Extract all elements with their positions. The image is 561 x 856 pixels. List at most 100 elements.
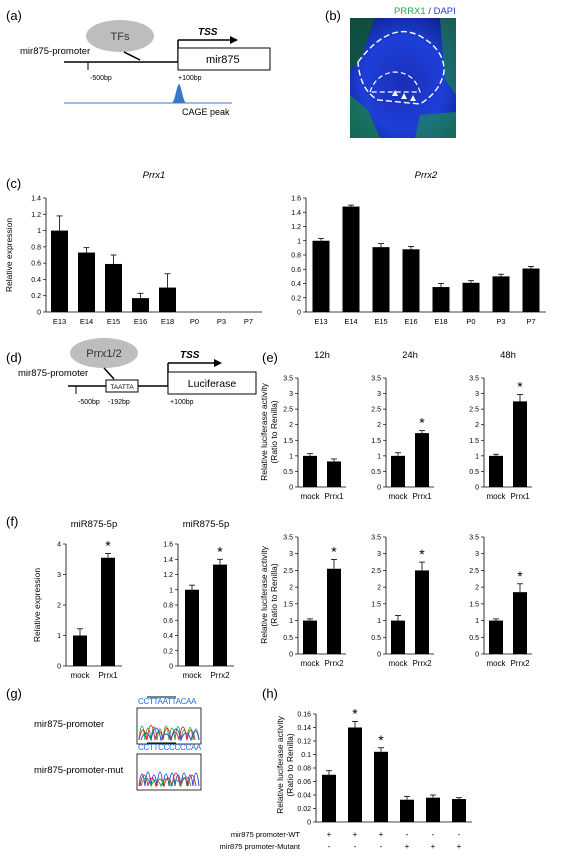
h-sign: +	[431, 842, 436, 851]
g-trace1-blue	[140, 727, 200, 742]
y-tick-label: 1.5	[283, 601, 293, 608]
y-axis-label: Relative luciferase activity(Ratio to Re…	[275, 715, 295, 814]
bar	[415, 570, 429, 654]
y-tick-label: 0.5	[371, 635, 381, 642]
y-tick-label: 0.5	[469, 635, 479, 642]
d-tf-label: Prrx1/2	[86, 348, 121, 360]
x-tick-label: Prrx1	[98, 671, 118, 680]
y-tick-label: 0.6	[163, 618, 173, 625]
y-tick-label: 0	[169, 664, 173, 671]
x-tick-label: Prrx2	[210, 671, 230, 680]
y-tick-label: 0.2	[291, 295, 301, 302]
y-tick-label: 3.5	[283, 535, 293, 542]
panel-f-letter: (f)	[6, 514, 18, 529]
chart-f-2: 0 0.2 0.4 0.6 0.8 1 1.2 1.4 1.6 mock Prrx2 * miR875-…	[163, 519, 234, 680]
tf-label: TFs	[111, 31, 130, 43]
g-trace2-green	[140, 776, 192, 788]
d-promoter-label: mir875-promoter	[18, 368, 88, 379]
y-tick-label: 1.5	[469, 601, 479, 608]
y-tick-label: 0.5	[469, 469, 479, 476]
h-sign: +	[327, 830, 332, 839]
bar	[374, 751, 388, 822]
y-tick-label: 1	[289, 453, 293, 460]
h-sign: -	[432, 830, 435, 839]
bar	[78, 252, 95, 312]
x-tick-label: E13	[314, 317, 327, 326]
chart-title: miR875-5p	[183, 519, 229, 530]
y-tick-label: 0.2	[31, 293, 41, 300]
y-tick-label: 1.6	[163, 542, 173, 549]
h-sign: +	[405, 842, 410, 851]
b-green-region-4	[415, 112, 456, 138]
panel-b: (b) PRRX1 / DAPI	[325, 6, 456, 138]
panel-a: (a) TFs mir875-promoter TSS mir875 -500b…	[6, 8, 271, 117]
h-sign: -	[328, 842, 331, 851]
y-tick-label: 0	[289, 652, 293, 659]
x-tick-label: E13	[53, 317, 66, 326]
y-tick-label: 0.12	[297, 739, 311, 746]
chart-e-12h-2: 0 0.5 1 1.5 2 2.5 3 3.5 mock Prrx2 * Relative lucif…	[259, 535, 346, 668]
d-site-box	[105, 379, 139, 393]
bar	[101, 557, 115, 666]
bar	[303, 455, 317, 487]
g-trace2-blue	[138, 771, 200, 787]
d-tss-arrowhead	[214, 359, 222, 367]
bar	[415, 433, 429, 487]
bar	[513, 592, 527, 654]
g-trace1-green	[138, 725, 200, 741]
y-axis-label: Relative expression	[4, 218, 14, 292]
x-tick-label: Prrx2	[510, 659, 530, 668]
x-tick-label: E15	[107, 317, 120, 326]
g-row1-label: mir875-promoter	[34, 719, 104, 730]
chart-title: Prrx1	[143, 170, 166, 181]
y-tick-label: 3.5	[469, 376, 479, 383]
panel-c: (c)	[6, 176, 21, 191]
y-tick-label: 2	[377, 585, 381, 592]
h-sign: -	[328, 854, 331, 856]
tf-arrow	[123, 51, 141, 61]
d-tss-label: TSS	[180, 350, 200, 361]
x-tick-label: mock	[388, 659, 408, 668]
h-sign: +	[353, 854, 358, 856]
x-tick-label: P7	[244, 317, 253, 326]
y-tick-label: 3.5	[371, 535, 381, 542]
y-tick-label: 2.5	[283, 568, 293, 575]
y-tick-label: 1	[377, 453, 381, 460]
h-sign: +	[431, 854, 436, 856]
y-tick-label: 1.5	[371, 438, 381, 445]
panel-g: (g) mir875-promoter mir875-promoter-mut …	[6, 686, 202, 791]
y-axis-label-line: Relative expression	[32, 568, 42, 642]
y-tick-label: 0.4	[163, 633, 173, 640]
x-tick-label: P3	[217, 317, 226, 326]
a-tss-arrowhead	[230, 36, 238, 44]
y-tick-label: 1.5	[469, 438, 479, 445]
bar	[391, 620, 405, 654]
chart-title: 48h	[500, 350, 516, 361]
a-gene-box	[177, 47, 271, 71]
bar	[452, 799, 466, 822]
y-tick-label: 1	[37, 228, 41, 235]
panel-b-letter: (b)	[325, 8, 341, 23]
y-tick-label: 1	[297, 238, 301, 245]
y-tick-label: 3.5	[469, 535, 479, 542]
panel-a-letter: (a)	[6, 8, 22, 23]
cage-peak	[172, 84, 186, 103]
y-tick-label: 0.4	[291, 281, 301, 288]
panel-h-letter: (h)	[262, 686, 278, 701]
bar	[327, 461, 341, 487]
chart-e-12h-1: 0 0.5 1 1.5 2 2.5 3 3.5 mock Prrx1 12h Relative luc…	[259, 350, 346, 501]
h-sign: +	[353, 830, 358, 839]
b-stain1: PRRX1	[394, 6, 426, 17]
b-stain2: DAPI	[434, 6, 456, 17]
significance-star: *	[517, 568, 523, 584]
y-tick-label: 0.4	[31, 277, 41, 284]
y-tick-label: 1.2	[163, 572, 173, 579]
y-axis-label-line: Relative luciferase activity	[259, 382, 269, 481]
x-tick-label: E16	[134, 317, 147, 326]
y-tick-label: 2	[57, 603, 61, 610]
y-tick-label: 2	[289, 585, 293, 592]
y-tick-label: 3	[377, 391, 381, 398]
bar	[432, 287, 450, 312]
y-tick-label: 3	[475, 551, 479, 558]
